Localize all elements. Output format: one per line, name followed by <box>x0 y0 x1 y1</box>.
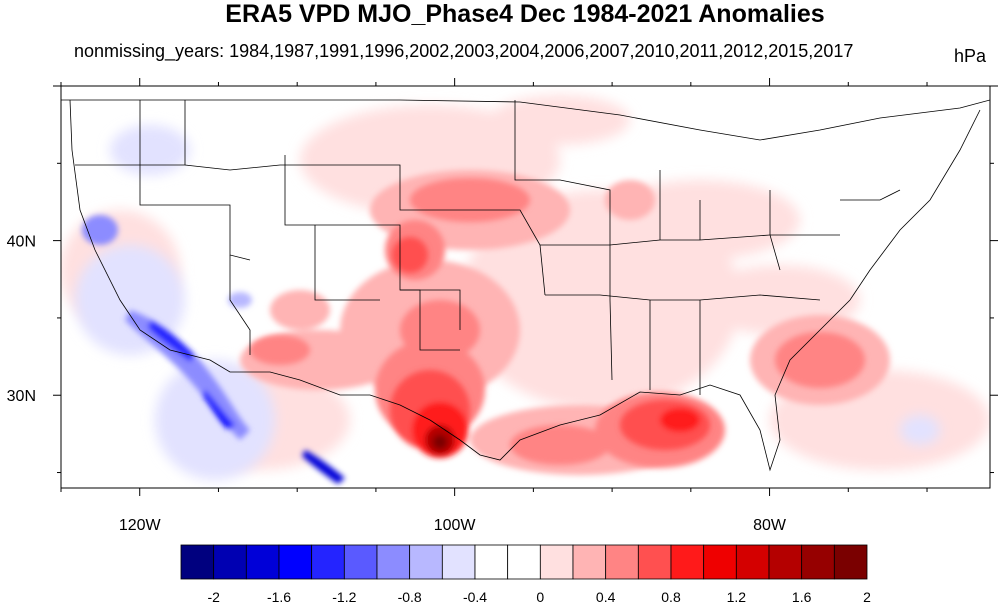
colorbar-swatch <box>605 544 639 580</box>
colorbar-label: 0 <box>536 589 544 603</box>
colorbar-swatch <box>833 544 868 580</box>
map-subtitle: nonmissing_years: 1984,1987,1991,1996,20… <box>74 41 854 61</box>
map-title: ERA5 VPD MJO_Phase4 Dec 1984-2021 Anomal… <box>225 0 825 28</box>
colorbar-label: 0.4 <box>596 589 616 603</box>
colorbar-label: -1.2 <box>332 589 356 603</box>
colorbar-swatch <box>474 544 509 580</box>
colorbar-swatch <box>376 544 411 580</box>
lon-tick-label: 100W <box>434 517 477 534</box>
colorbar-swatch <box>343 544 378 580</box>
units-label: hPa <box>954 46 987 66</box>
colorbar-label: 0.8 <box>661 589 681 603</box>
colorbar-swatch <box>507 544 541 580</box>
colorbar-swatch <box>801 544 835 580</box>
colorbar-swatch <box>703 544 737 580</box>
colorbar-swatch <box>441 544 476 580</box>
plot-frame <box>60 85 991 489</box>
colorbar-swatch <box>245 544 280 580</box>
colorbar-swatch <box>311 544 345 580</box>
lon-tick-label: 120W <box>119 517 162 534</box>
anomaly-field <box>61 86 990 488</box>
core-positive-regions <box>390 237 710 458</box>
axis-ticks <box>53 78 998 496</box>
lon-tick-label: 80W <box>753 517 787 534</box>
lat-tick-label: 30N <box>7 388 36 405</box>
colorbar-swatch <box>768 544 803 580</box>
state-borders <box>61 99 990 472</box>
negative-streaks <box>82 215 345 484</box>
colorbar-label: 1.6 <box>792 589 812 603</box>
colorbar-swatch <box>735 544 770 580</box>
colorbar-swatch <box>670 544 705 580</box>
colorbar-label: -0.4 <box>463 589 487 603</box>
colorbar-swatch <box>637 544 672 580</box>
colorbar-swatch <box>213 544 247 580</box>
colorbar-label: -0.8 <box>398 589 422 603</box>
colorbar-swatch <box>180 544 215 580</box>
colorbar-swatch <box>278 544 313 580</box>
colorbar: -2 -1.6 -1.2 -0.8 -0.4 0 0.4 0.8 1.2 1.6 2 <box>180 544 871 603</box>
colorbar-label: 2 <box>863 589 871 603</box>
axis-tick-labels: 120W 100W 80W 40N 30N <box>7 234 787 534</box>
colorbar-swatch <box>409 544 443 580</box>
colorbar-label: -2 <box>207 589 220 603</box>
colorbar-swatch <box>572 544 607 580</box>
colorbar-label: -1.6 <box>267 589 291 603</box>
colorbar-label: 1.2 <box>727 589 747 603</box>
colorbar-swatch <box>539 544 574 580</box>
lat-tick-label: 40N <box>7 234 36 251</box>
